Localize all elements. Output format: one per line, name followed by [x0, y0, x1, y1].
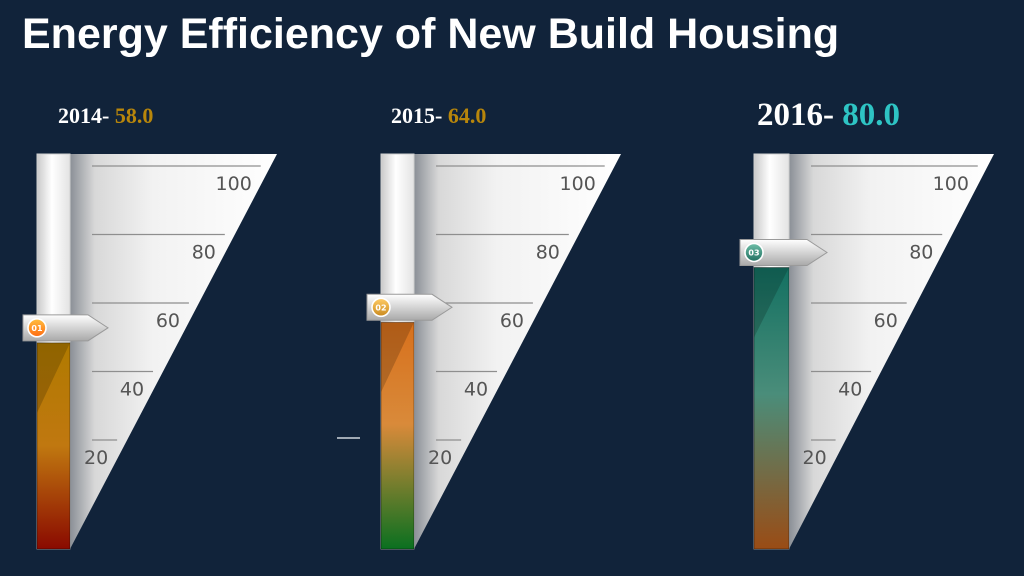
value-label: 80.0: [842, 97, 900, 133]
pointer-arrow: [739, 239, 828, 266]
year-label: 2016-: [757, 97, 842, 133]
tick-label: 100: [216, 173, 252, 195]
tick-label: 60: [874, 310, 898, 332]
tick-label: 100: [560, 173, 596, 195]
tick-label: 20: [428, 447, 452, 469]
gauge-2015: 20 40 60 80 100 02 2015- 64.0: [366, 103, 621, 550]
tick-label: 40: [120, 379, 144, 401]
tick-label: 40: [838, 379, 862, 401]
value-bar-2015: [380, 321, 415, 550]
year-label: 2014-: [58, 103, 115, 128]
marker-badge: [744, 242, 764, 263]
tick-label: 40: [464, 379, 488, 401]
value-bar-shade: [381, 322, 414, 393]
marker-number: 01: [31, 324, 43, 333]
tick-label: 20: [803, 447, 827, 469]
scale-body: [414, 154, 621, 549]
tick-label: 80: [909, 242, 933, 264]
tick-label: 60: [156, 310, 180, 332]
gauge-2014: 20 40 60 80 100 01 2014- 58.0: [22, 103, 277, 550]
marker-badge: [27, 318, 47, 338]
value-bar-2016: [753, 267, 790, 550]
scale-body: [789, 154, 994, 549]
chart-title: Energy Efficiency of New Build Housing: [22, 10, 840, 58]
tick-label: 80: [536, 242, 560, 264]
value-bar-shade: [754, 267, 789, 338]
year-label: 2015-: [391, 103, 448, 128]
value-label: 58.0: [115, 103, 154, 128]
value-label: 64.0: [448, 103, 487, 128]
marker-number: 02: [375, 303, 386, 312]
gauge-label: 2016- 80.0: [757, 97, 900, 133]
tick-label: 20: [84, 447, 108, 469]
marker-number: 03: [748, 249, 759, 258]
value-bar-shade: [37, 342, 70, 413]
gauge-2016: 20 40 60 80 100 03 2016- 80.0: [739, 97, 994, 550]
tick-label: 100: [933, 173, 969, 195]
tick-label: 80: [192, 242, 216, 264]
marker-badge: [371, 297, 391, 318]
gauge-label: 2014- 58.0: [58, 103, 153, 128]
gauge-label: 2015- 64.0: [391, 103, 486, 128]
tick-label: 60: [500, 310, 524, 332]
scale-body: [70, 154, 277, 549]
value-bar-2014: [36, 342, 71, 550]
